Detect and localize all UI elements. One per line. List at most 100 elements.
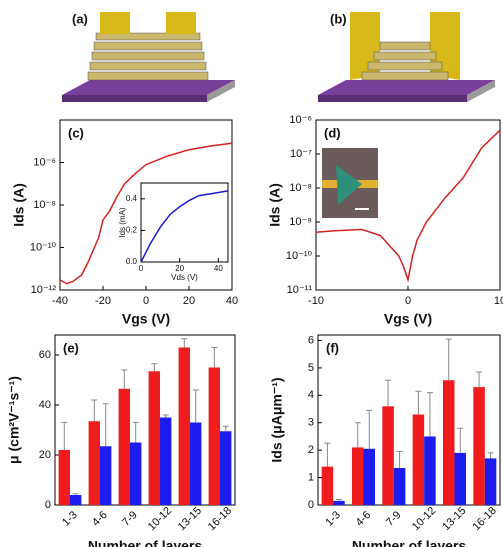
- y-tick-label: 20: [39, 449, 51, 461]
- x-tick-label: 10: [494, 295, 503, 307]
- x-tick-label: 1-3: [323, 509, 343, 529]
- error-bar: [73, 494, 79, 495]
- panel-label: (f): [326, 340, 339, 355]
- error-bar: [457, 428, 463, 453]
- error-bar: [446, 339, 452, 380]
- y-tick-label: 10⁻⁶: [289, 114, 312, 126]
- y-tick-label: 10⁻¹⁰: [30, 241, 57, 253]
- x-tick-label: 7-9: [384, 509, 404, 529]
- x-tick-label: 4-6: [354, 509, 374, 529]
- x-axis-label: Vgs (V): [122, 311, 170, 327]
- panel-label: (d): [324, 125, 341, 140]
- error-bar: [223, 426, 229, 431]
- plot-frame: [318, 335, 500, 505]
- y-axis-label: μ (cm²V⁻¹s⁻¹): [6, 376, 22, 464]
- x-tick-label: 40: [214, 264, 223, 273]
- error-bar: [385, 380, 391, 406]
- bar: [455, 453, 467, 505]
- y-tick-label: 5: [308, 362, 314, 374]
- x-tick-label: 40: [226, 295, 238, 307]
- y-axis-label: Ids (μAμm⁻¹): [269, 377, 285, 462]
- y-tick-label: 0: [45, 499, 51, 511]
- error-bar: [61, 423, 67, 451]
- y-tick-label: 0: [308, 499, 314, 511]
- figure: (a) (b) 10⁻¹²10⁻¹⁰10⁻⁸10⁻⁶-40-2002040Vgs…: [0, 0, 503, 547]
- y-tick-label: 40: [39, 399, 51, 411]
- plot-frame: [141, 183, 228, 262]
- x-tick-label: 0: [139, 264, 144, 273]
- y-tick-label: 3: [308, 417, 314, 429]
- x-tick-label: -20: [95, 295, 111, 307]
- x-tick-label: 0: [405, 295, 411, 307]
- x-axis-label: Vds (V): [171, 273, 198, 282]
- y-axis-label: Ids (A): [267, 183, 283, 227]
- x-tick-label: 1-3: [60, 509, 80, 529]
- error-bar: [163, 415, 169, 418]
- y-tick-label: 0.2: [126, 226, 138, 235]
- y-tick-label: 0.0: [126, 257, 138, 266]
- x-tick-label: 10-12: [146, 505, 174, 533]
- error-bar: [181, 339, 187, 348]
- bar: [364, 449, 376, 505]
- error-bar: [91, 400, 97, 421]
- y-tick-label: 10⁻⁸: [33, 199, 56, 211]
- bar: [149, 371, 160, 505]
- y-tick-label: 10⁻⁷: [290, 148, 312, 160]
- y-tick-label: 10⁻¹⁰: [286, 250, 313, 262]
- bar: [424, 436, 436, 505]
- x-tick-label: 7-9: [120, 509, 140, 529]
- bar: [322, 467, 334, 505]
- y-tick-label: 0.4: [126, 194, 138, 203]
- error-bar: [103, 404, 109, 447]
- bar: [130, 443, 141, 506]
- x-tick-label: 20: [175, 264, 184, 273]
- y-tick-label: 2: [308, 444, 314, 456]
- bar: [220, 431, 231, 505]
- bar: [382, 406, 394, 505]
- error-bar: [211, 348, 217, 368]
- bar: [70, 495, 81, 505]
- error-bar: [355, 423, 361, 448]
- error-bar: [397, 452, 403, 468]
- y-axis-label: Ids (mA): [118, 207, 127, 238]
- x-tick-label: 16-18: [206, 505, 234, 533]
- error-bar: [133, 423, 139, 443]
- x-tick-label: 16-18: [471, 505, 499, 533]
- bar: [59, 450, 70, 505]
- panel-label: (e): [63, 340, 79, 355]
- error-bar: [193, 390, 199, 423]
- error-bar: [476, 372, 482, 387]
- y-tick-label: 1: [308, 471, 314, 483]
- bar: [160, 418, 171, 506]
- x-axis-label: Vgs (V): [384, 311, 432, 327]
- bar: [394, 468, 406, 505]
- error-bar: [121, 370, 127, 389]
- device-schematic-a: (a): [62, 11, 235, 102]
- micrograph-d: [322, 148, 378, 218]
- error-bar: [427, 393, 433, 437]
- bar: [443, 380, 455, 505]
- x-tick-label: 10-12: [410, 505, 438, 533]
- y-tick-label: 4: [308, 389, 314, 401]
- x-tick-label: 20: [183, 295, 195, 307]
- y-tick-label: 60: [39, 349, 51, 361]
- y-tick-label: 10⁻⁸: [289, 182, 312, 194]
- x-tick-label: 0: [143, 295, 149, 307]
- bar: [485, 458, 497, 505]
- plot-frame: [55, 335, 235, 505]
- x-tick-label: -40: [52, 295, 68, 307]
- error-bar: [415, 391, 421, 414]
- x-tick-label: 13-15: [440, 505, 468, 533]
- error-bar: [488, 453, 494, 458]
- device-schematic-b: (b): [318, 11, 495, 102]
- x-axis-label: Number of layers: [352, 538, 467, 547]
- y-tick-label: 10⁻⁹: [289, 216, 312, 228]
- bar: [413, 415, 425, 505]
- y-axis-label: Ids (A): [11, 183, 27, 227]
- error-bar: [366, 410, 372, 448]
- error-bar: [151, 364, 157, 372]
- panel-label: (c): [68, 125, 84, 140]
- bar: [209, 368, 220, 506]
- bar: [190, 423, 201, 506]
- x-tick-label: -10: [308, 295, 324, 307]
